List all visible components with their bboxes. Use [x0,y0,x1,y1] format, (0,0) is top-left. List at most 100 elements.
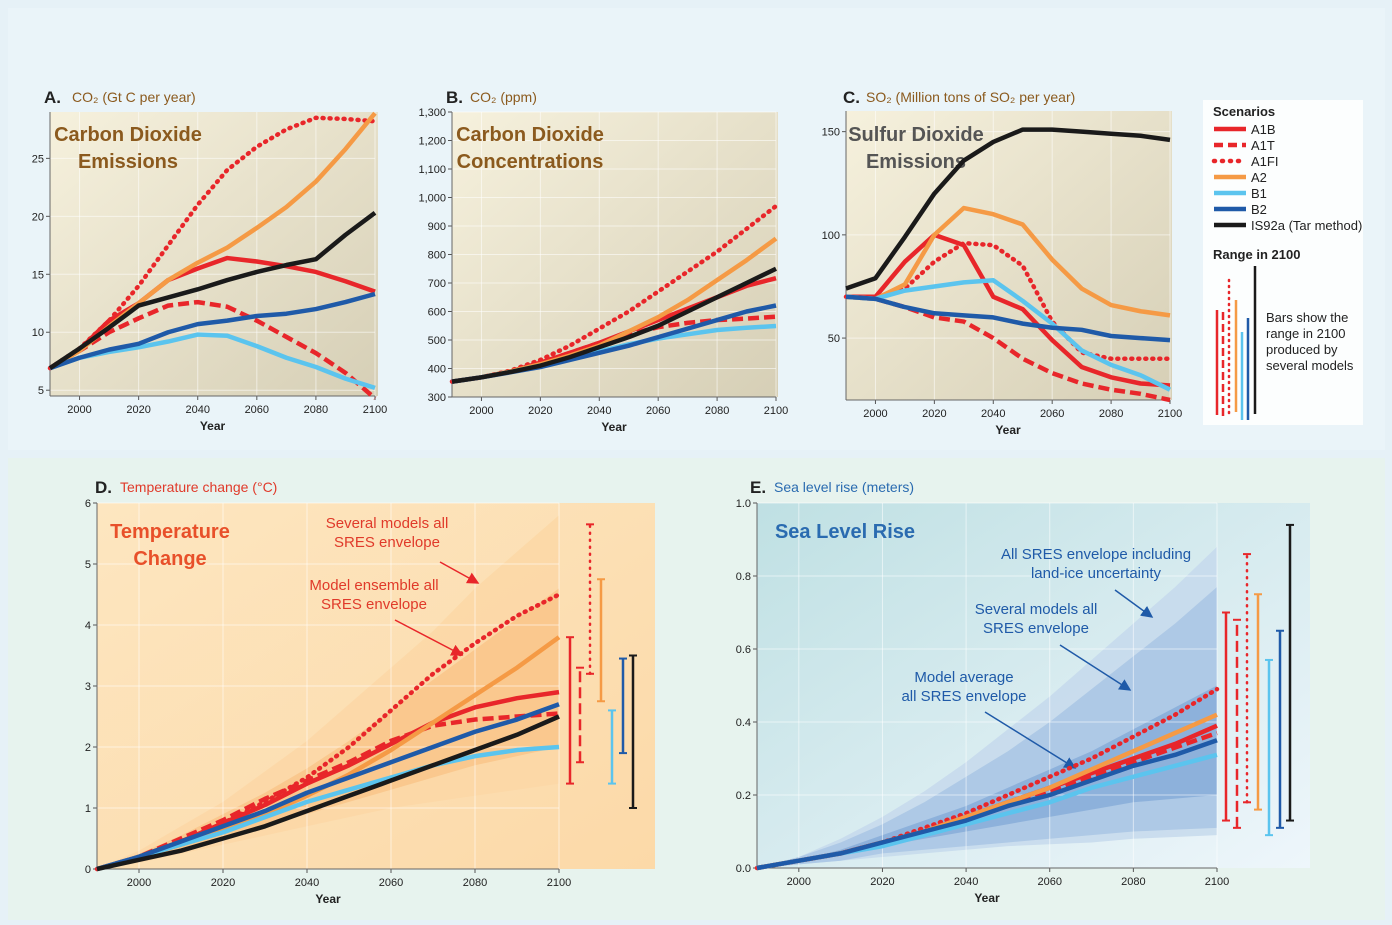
series-line [756,738,1218,871]
series-line [96,744,560,872]
panel-title: Carbon Dioxide [456,124,604,146]
x-tick-label: 2100 [764,405,788,417]
x-tick-label: 2080 [1121,876,1145,888]
legend-label: B1 [1251,186,1267,201]
panel-title: Concentrations [457,151,604,173]
legend-label: B2 [1251,202,1267,217]
legend-note: range in 2100 [1266,326,1346,341]
x-tick-label: 2100 [547,877,571,889]
x-tick-label: 2020 [870,876,894,888]
legend-label: IS92a (Tar method) [1251,218,1362,233]
y-tick-label: 25 [32,153,44,165]
x-axis-label: Year [601,420,627,434]
y-tick-label: 5 [85,559,91,571]
legend-label: A2 [1251,170,1267,185]
y-tick-label: 0.8 [736,571,751,583]
arrow [1059,644,1132,691]
x-tick-label: 2080 [1099,408,1123,420]
panel-title: Sea Level Rise [775,521,915,543]
annotation: all SRES envelope [901,688,1026,705]
arrow [984,711,1077,769]
legend-range-title: Range in 2100 [1213,247,1300,262]
y-tick-label: 50 [828,333,840,345]
annotation: Several models all [975,601,1098,618]
x-tick-label: 2060 [646,405,670,417]
x-tick-label: 2000 [67,404,91,416]
y-tick-label: 0.0 [736,863,751,875]
legend-note: Bars show the [1266,310,1348,325]
x-tick-label: 2040 [954,876,978,888]
y-tick-label: 0.4 [736,717,751,729]
envelope [97,515,559,869]
series-line [451,266,777,384]
series-line [96,702,560,872]
legend-note: several models [1266,358,1354,373]
panel-label: D. [95,478,112,497]
y-tick-label: 0.2 [736,790,751,802]
y-tick-label: 1.0 [736,498,751,510]
panel-subtitle: CO₂ (Gt C per year) [72,89,196,105]
x-tick-label: 2060 [379,877,403,889]
y-tick-label: 4 [85,620,91,632]
legend-title: Scenarios [1213,104,1275,119]
x-tick-label: 2080 [463,877,487,889]
x-axis-label: Year [974,891,1000,905]
y-tick-label: 300 [428,392,446,404]
x-tick-label: 2040 [587,405,611,417]
series-line [96,711,560,872]
x-tick-label: 2000 [787,876,811,888]
series-line [48,211,377,371]
panel-title: Sulfur Dioxide [848,124,984,146]
y-tick-label: 1,300 [418,107,446,119]
annotation: Model ensemble all [309,577,438,594]
annotation: SRES envelope [321,596,427,613]
y-tick-label: 900 [428,221,446,233]
x-tick-label: 2080 [304,404,328,416]
panel-label: E. [750,478,766,497]
legend-note: produced by [1266,342,1338,357]
series-line [48,299,377,401]
panel-subtitle: CO₂ (ppm) [470,89,537,105]
y-tick-label: 3 [85,681,91,693]
annotation: Several models all [326,515,449,532]
x-axis-label: Year [200,419,226,433]
y-tick-label: 5 [38,385,44,397]
x-tick-label: 2000 [469,405,493,417]
annotation: SRES envelope [983,620,1089,637]
x-tick-label: 2000 [127,877,151,889]
series-line [96,714,560,872]
x-tick-label: 2020 [528,405,552,417]
annotation: land-ice uncertainty [1031,565,1162,582]
x-tick-label: 2020 [922,408,946,420]
annotation-arrows [394,561,1154,769]
series-line [47,115,378,371]
panel-subtitle: Sea level rise (meters) [774,479,914,495]
arrow [394,619,464,656]
y-tick-label: 2 [85,742,91,754]
x-tick-label: 2020 [211,877,235,889]
y-tick-label: 700 [428,278,446,290]
y-tick-label: 20 [32,211,44,223]
x-tick-label: 2060 [1040,408,1064,420]
legend-label: A1FI [1251,154,1278,169]
panel-title: Change [133,548,206,570]
x-tick-label: 2060 [1037,876,1061,888]
y-tick-label: 1,000 [418,193,446,205]
y-tick-label: 100 [822,230,840,242]
panel-title: Emissions [78,151,178,173]
panel-label: C. [843,88,860,107]
y-tick-label: 0.6 [736,644,751,656]
legend-label: A1B [1251,122,1276,137]
series-line [49,291,376,371]
panel-label: A. [44,88,61,107]
panel-title: Temperature [110,521,230,543]
panel-subtitle: Temperature change (°C) [120,479,277,495]
x-tick-label: 2040 [295,877,319,889]
y-tick-label: 15 [32,269,44,281]
panel-title: Carbon Dioxide [54,124,202,146]
x-tick-label: 2000 [863,408,887,420]
y-tick-label: 400 [428,364,446,376]
y-tick-label: 1,200 [418,136,446,148]
y-tick-label: 10 [32,327,44,339]
